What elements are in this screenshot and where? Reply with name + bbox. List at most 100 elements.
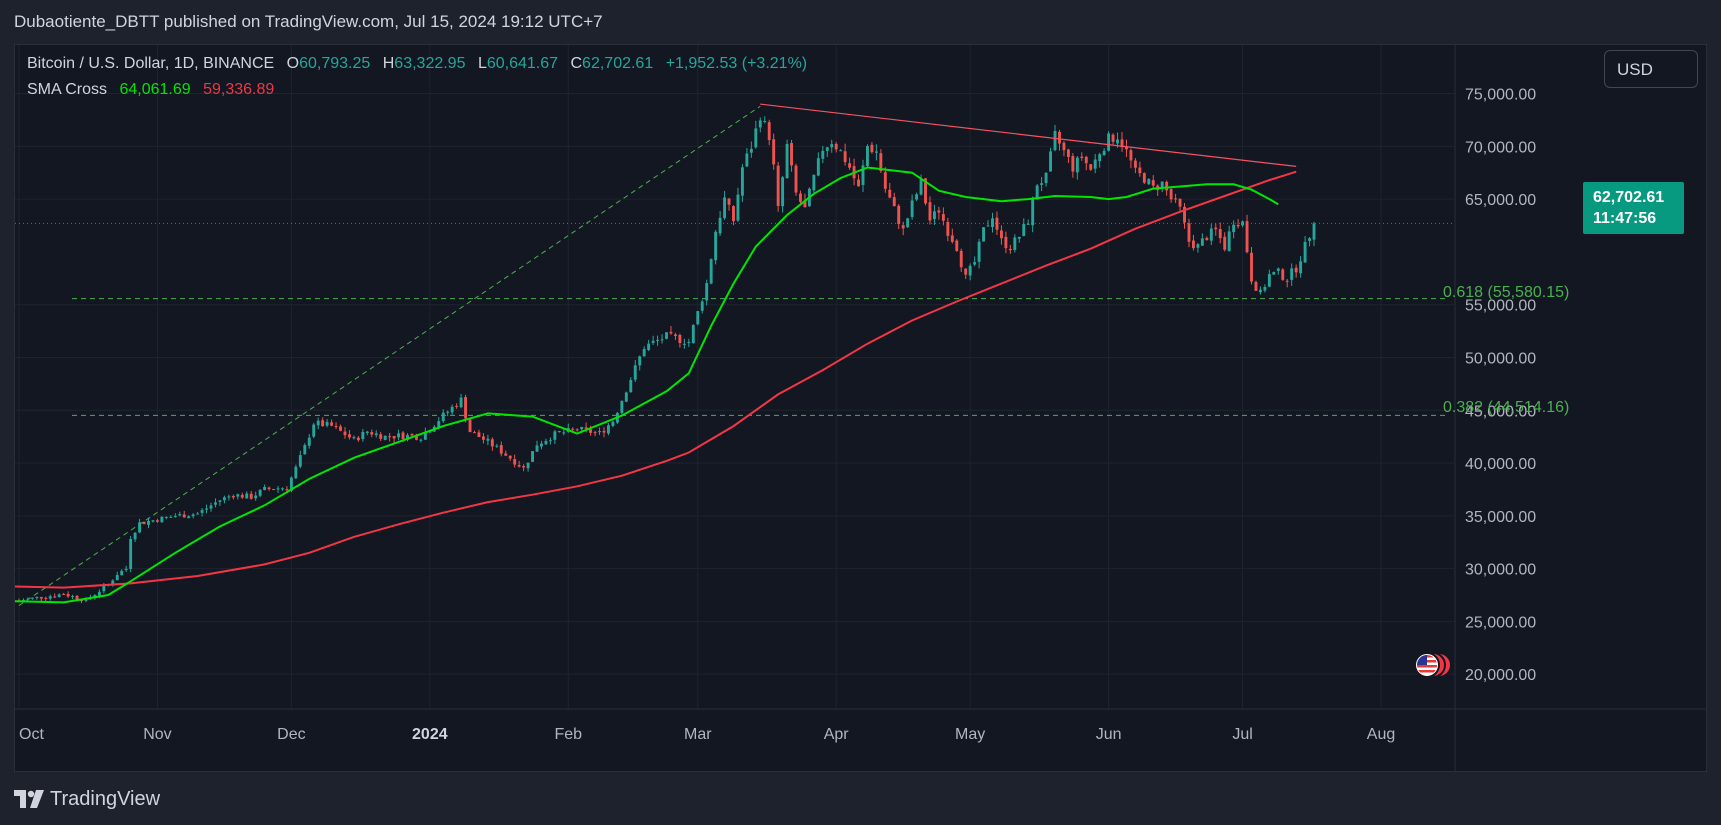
- candle-body: [919, 179, 923, 195]
- candle-body: [1308, 238, 1312, 241]
- candle-body: [53, 596, 57, 598]
- candle-body: [705, 283, 709, 301]
- candle-body: [598, 431, 601, 433]
- candle-body: [1258, 289, 1262, 293]
- candle-body: [1017, 236, 1021, 239]
- candle-body: [1191, 240, 1195, 249]
- candle-body: [1276, 268, 1280, 271]
- candle-body: [214, 502, 217, 505]
- candle-body: [607, 425, 610, 434]
- candle-body: [1169, 188, 1173, 200]
- candle-body: [35, 596, 39, 599]
- candle-body: [138, 522, 142, 533]
- candle-body: [669, 331, 673, 334]
- candle-body: [736, 194, 740, 221]
- legend-sma-fast: 64,061.69: [119, 81, 191, 98]
- candle-body: [410, 433, 414, 436]
- candle-body: [1303, 241, 1307, 263]
- candle-body: [915, 194, 919, 200]
- candle-body: [325, 421, 329, 426]
- x-tick-label: Feb: [554, 726, 582, 743]
- candle-body: [1196, 244, 1200, 248]
- x-tick-label: Jun: [1096, 726, 1122, 743]
- candle-body: [575, 429, 579, 431]
- last-price-value: 62,702.61: [1593, 189, 1665, 206]
- x-tick-label: 2024: [412, 726, 448, 743]
- legend-low-label: L: [477, 55, 487, 72]
- candle-body: [285, 489, 289, 491]
- candle-body: [1281, 269, 1285, 280]
- candle-body: [897, 205, 901, 224]
- candle-body: [1022, 223, 1026, 236]
- legend-indicator-row: SMA Cross 64,061.69 59,336.89: [27, 77, 807, 103]
- chart-panel[interactable]: 75,000.00 70,000.00 65,000.00 55,000.00 50,0…: [14, 44, 1707, 772]
- candle-body: [977, 241, 981, 262]
- candle-body: [513, 459, 517, 465]
- candle-body: [1102, 150, 1106, 156]
- candle-body: [553, 431, 557, 440]
- candle-body: [571, 428, 575, 430]
- candle-body: [955, 240, 959, 251]
- candle-body: [388, 436, 392, 438]
- candle-body: [1084, 156, 1088, 164]
- candle-body: [879, 153, 883, 172]
- legend-low-value: 60,641.67: [486, 55, 559, 72]
- candle-body: [1218, 229, 1222, 239]
- candle-body: [1223, 236, 1227, 250]
- footer-brand[interactable]: TradingView: [14, 786, 160, 812]
- candle-body: [231, 496, 235, 498]
- candle-body: [1133, 160, 1137, 168]
- y-tick-label: 65,000.00: [1465, 192, 1536, 209]
- bar-countdown: 11:47:56: [1593, 210, 1657, 227]
- candle-body: [700, 301, 704, 311]
- candle-body: [1200, 238, 1204, 246]
- candle-body: [481, 436, 485, 440]
- legend-change: +1,952.53 (+3.21%): [665, 55, 808, 72]
- fib-label-0382: 0.382 (44,514.16): [1443, 399, 1570, 416]
- y-tick-label: 20,000.00: [1465, 667, 1536, 684]
- candle-body: [187, 516, 191, 519]
- candle-body: [57, 594, 61, 598]
- candlestick-chart[interactable]: 75,000.00 70,000.00 65,000.00 55,000.00 50,0…: [15, 45, 1707, 772]
- candle-body: [97, 591, 101, 596]
- candle-body: [1165, 181, 1169, 191]
- candle-body: [714, 231, 718, 261]
- candle-body: [799, 193, 802, 202]
- candle-body: [249, 493, 253, 499]
- candle-body: [1263, 287, 1267, 291]
- candle-body: [995, 217, 999, 230]
- candle-body: [218, 500, 222, 502]
- candle-body: [209, 505, 213, 509]
- candle-body: [142, 521, 146, 525]
- candle-body: [1044, 172, 1048, 183]
- us-flag-icon[interactable]: [1412, 650, 1454, 680]
- candle-body: [749, 148, 753, 153]
- candle-body: [901, 225, 905, 229]
- candle-body: [874, 151, 878, 153]
- candle-body: [1075, 157, 1079, 173]
- candle-body: [66, 594, 70, 597]
- candle-body: [22, 599, 25, 601]
- x-tick-label: Jul: [1232, 726, 1252, 743]
- candle-body: [973, 262, 977, 265]
- legend-symbol[interactable]: Bitcoin / U.S. Dollar, 1D, BINANCE: [27, 55, 275, 72]
- candle-body: [803, 200, 807, 208]
- candle-body: [111, 580, 115, 585]
- candle-body: [602, 430, 606, 433]
- candle-body: [155, 520, 159, 522]
- candle-body: [522, 466, 526, 468]
- candle-body: [709, 259, 713, 284]
- candle-body: [1031, 198, 1035, 226]
- candle-body: [1129, 150, 1133, 161]
- candle-body: [816, 158, 820, 176]
- currency-button[interactable]: USD: [1604, 50, 1698, 88]
- candle-body: [767, 122, 771, 140]
- candle-body: [339, 426, 342, 431]
- candle-body: [812, 174, 816, 191]
- candle-body: [414, 434, 418, 440]
- legend-indicator-name[interactable]: SMA Cross: [27, 81, 108, 98]
- candle-body: [593, 432, 597, 434]
- candle-body: [910, 200, 914, 217]
- candle-body: [1098, 154, 1102, 162]
- candle-body: [861, 165, 865, 185]
